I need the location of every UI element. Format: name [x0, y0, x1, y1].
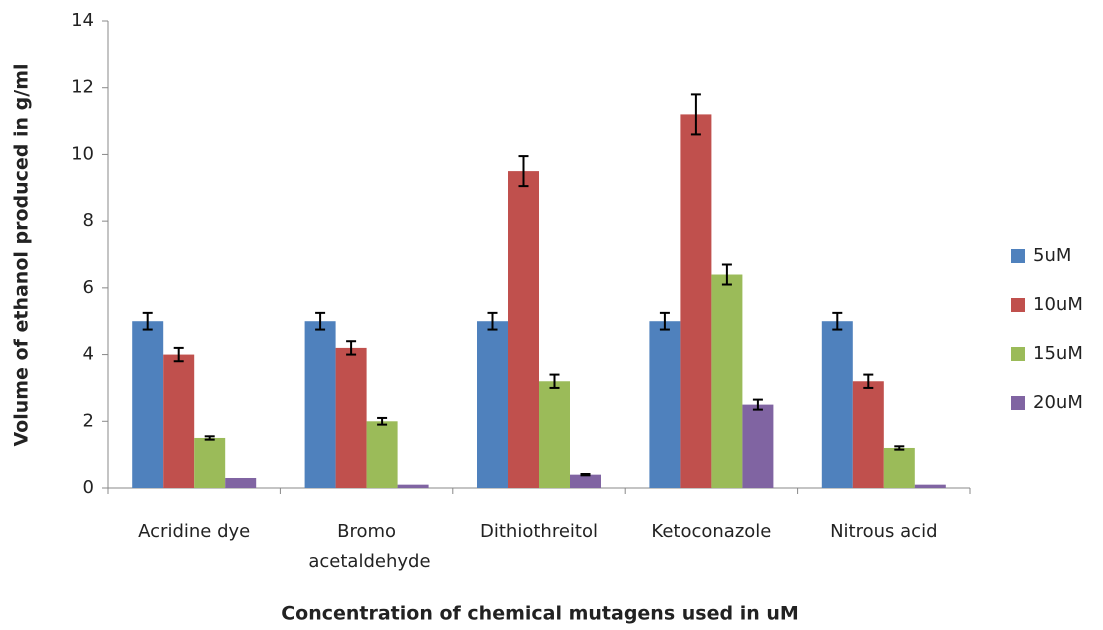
bar [570, 474, 601, 488]
bar [335, 347, 367, 488]
error-bar [863, 373, 874, 389]
error-bar [659, 311, 670, 331]
x-tick-label: Acridine dye [138, 521, 250, 542]
bar [366, 421, 398, 488]
bar [914, 484, 946, 488]
bar [132, 321, 164, 488]
bar [711, 274, 743, 488]
error-bar [894, 445, 905, 451]
y-tick-label: 12 [71, 77, 94, 98]
x-tick-label: Dithiothreitol [480, 521, 598, 542]
bar [397, 484, 429, 488]
error-bar [142, 311, 153, 331]
y-tick-label: 0 [83, 477, 94, 498]
bar [852, 381, 884, 488]
x-tick-label: Ketoconazole [651, 521, 771, 542]
bar [304, 321, 336, 488]
bar [194, 437, 226, 488]
legend-swatch [1011, 396, 1025, 410]
legend-label: 15uM [1033, 343, 1083, 364]
y-axis-title: Volume of ethanol produced in g/ml [11, 63, 33, 446]
bar [821, 321, 853, 488]
y-tick-label: 8 [83, 210, 94, 231]
error-bar [752, 398, 763, 411]
error-bar [487, 311, 498, 331]
error-bar [204, 435, 215, 441]
legend-swatch [1011, 347, 1025, 361]
error-bar [377, 416, 388, 426]
bar [225, 477, 257, 488]
bar [680, 114, 712, 489]
error-bar [518, 155, 529, 188]
error-bar [832, 311, 843, 331]
y-tick-label: 14 [71, 10, 94, 31]
x-tick-label: Bromo acetaldehyde [303, 521, 431, 572]
error-bar [346, 340, 357, 356]
legend-swatch [1011, 298, 1025, 312]
y-tick-label: 2 [83, 410, 94, 431]
y-tick-label: 6 [83, 277, 94, 298]
bar [163, 354, 195, 488]
legend-label: 20uM [1033, 392, 1083, 413]
x-axis-title: Concentration of chemical mutagens used … [281, 603, 799, 625]
error-bar [721, 263, 732, 286]
bar [539, 381, 570, 488]
bar [477, 321, 508, 488]
x-tick-label: Nitrous acid [830, 521, 937, 542]
legend-swatch [1011, 249, 1025, 263]
y-tick-label: 10 [71, 143, 94, 164]
error-bar [580, 472, 591, 477]
error-bar [173, 346, 184, 363]
legend-label: 10uM [1033, 294, 1083, 315]
y-tick-label: 4 [83, 344, 94, 365]
error-bar [549, 373, 560, 389]
error-bar [690, 93, 701, 136]
legend-label: 5uM [1033, 245, 1071, 266]
error-bar [315, 311, 326, 331]
bar [649, 321, 681, 488]
bar [508, 171, 539, 488]
bar [883, 447, 915, 488]
bar [742, 404, 774, 488]
